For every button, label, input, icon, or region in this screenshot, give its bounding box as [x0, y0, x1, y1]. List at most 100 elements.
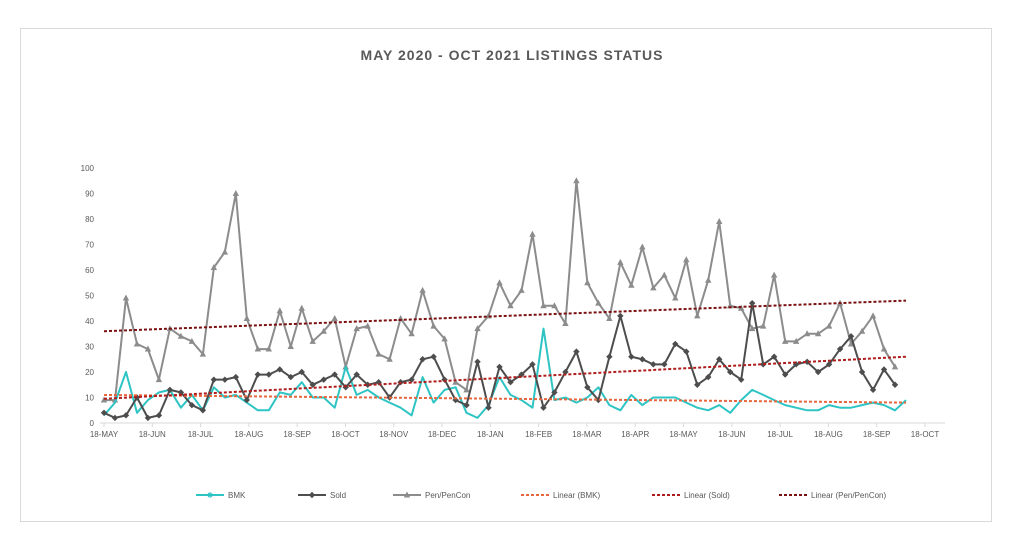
data-point: [298, 368, 305, 376]
data-point: [254, 371, 262, 378]
data-point: [650, 284, 657, 291]
x-tick-label: 18-AUG: [234, 430, 263, 439]
data-point: [716, 218, 723, 225]
data-point: [573, 348, 580, 355]
data-point: [210, 263, 218, 270]
x-tick-label: 18-JUL: [767, 430, 793, 439]
data-point: [672, 340, 679, 348]
data-point: [803, 358, 811, 365]
x-tick-label: 18-APR: [621, 430, 649, 439]
data-point: [430, 353, 437, 360]
data-point: [770, 271, 778, 278]
data-point: [606, 314, 613, 321]
data-point: [650, 361, 657, 368]
trendline: [103, 393, 907, 404]
data-point: [430, 322, 437, 329]
data-point: [474, 358, 481, 365]
data-point: [584, 279, 591, 286]
legend-item: Linear (Sold): [652, 491, 730, 500]
data-point: [716, 356, 723, 363]
legend-item: Sold: [298, 491, 346, 500]
y-tick-label: 70: [85, 241, 94, 250]
legend-marker: [308, 491, 316, 499]
data-point: [825, 322, 833, 329]
data-point: [199, 407, 207, 414]
legend-marker: [403, 491, 411, 498]
trendline: [103, 355, 907, 400]
data-point: [639, 356, 646, 363]
data-point: [738, 376, 745, 383]
data-point: [232, 190, 240, 196]
data-point: [265, 345, 272, 352]
data-point: [858, 368, 866, 376]
trendline: [103, 299, 907, 333]
data-point: [836, 345, 844, 353]
legend-item: Pen/PenCon: [393, 491, 470, 500]
legend-label: Linear (Sold): [684, 491, 730, 500]
data-point: [210, 376, 218, 383]
data-point: [276, 366, 283, 373]
data-point: [891, 363, 899, 370]
data-point: [551, 389, 558, 396]
data-point: [122, 294, 130, 301]
data-point: [529, 230, 536, 237]
y-tick-label: 90: [85, 190, 94, 199]
data-point: [496, 363, 503, 371]
legend-label: Pen/PenCon: [425, 491, 470, 500]
data-point: [551, 302, 558, 309]
x-tick-label: 18-JUN: [718, 430, 745, 439]
data-point: [880, 366, 888, 373]
data-point: [419, 356, 426, 363]
legend-label: Sold: [330, 491, 346, 500]
data-point: [309, 337, 316, 344]
y-tick-label: 0: [90, 419, 95, 428]
data-point: [408, 330, 415, 337]
data-point: [221, 248, 229, 255]
data-point: [803, 330, 811, 337]
x-axis: 18-MAY 18-JUN 18-JUL 18-AUG 18-SEP 18-OCT 18-N…: [90, 422, 945, 439]
data-point: [814, 330, 822, 337]
x-tick-label: 18-MAR: [572, 430, 602, 439]
data-point: [781, 337, 789, 344]
data-point: [573, 177, 580, 184]
y-tick-label: 60: [85, 266, 94, 275]
data-point: [463, 386, 470, 393]
x-tick-label: 18-MAY: [90, 430, 119, 439]
data-point: [661, 271, 668, 278]
data-point: [617, 312, 624, 320]
data-point: [353, 325, 360, 332]
data-point: [155, 376, 163, 383]
data-point: [100, 396, 108, 403]
data-point: [177, 332, 185, 339]
data-point: [199, 350, 207, 357]
data-point: [814, 368, 822, 376]
data-point: [748, 299, 756, 307]
x-tick-label: 18-JUL: [188, 430, 214, 439]
data-point: [155, 412, 163, 419]
data-point: [298, 304, 305, 311]
data-point: [100, 409, 108, 416]
data-point: [529, 361, 536, 368]
data-point: [540, 302, 547, 309]
data-point: [309, 381, 316, 388]
data-point: [595, 396, 602, 404]
y-tick-label: 20: [85, 368, 94, 377]
data-point: [166, 386, 174, 394]
chart-title: MAY 2020 - OCT 2021 LISTINGS STATUS: [360, 47, 664, 63]
legend-item: Linear (BMK): [521, 491, 600, 500]
data-point: [891, 381, 899, 388]
x-tick-label: 18-FEB: [525, 430, 552, 439]
data-point: [683, 348, 690, 355]
y-tick-label: 10: [85, 394, 94, 403]
data-point: [705, 373, 712, 381]
legend-marker: [207, 492, 213, 498]
data-point: [858, 327, 866, 334]
data-point: [562, 320, 569, 327]
data-point: [683, 256, 690, 263]
data-point: [221, 376, 229, 383]
data-point: [540, 404, 547, 411]
y-axis-ticks: 0 10 20 30 40 50 60 70 80 90 100: [81, 164, 95, 428]
data-point: [661, 361, 668, 368]
data-point: [606, 353, 613, 360]
data-point: [847, 340, 855, 347]
